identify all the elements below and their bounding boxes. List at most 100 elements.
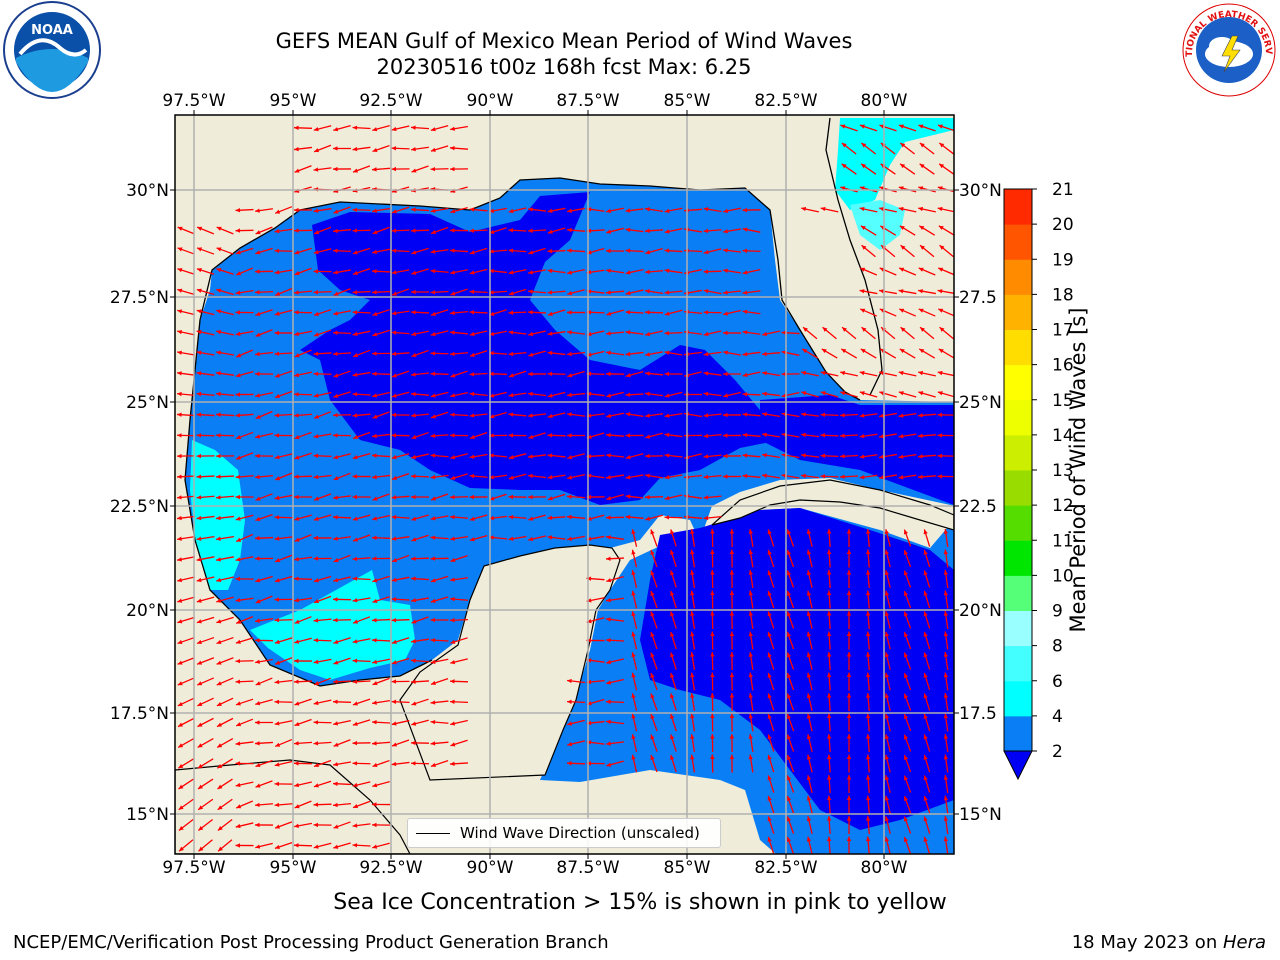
wind-arrow-head — [943, 590, 949, 596]
wind-arrow-head — [567, 330, 572, 335]
wind-arrow-head — [372, 351, 377, 356]
wind-arrow-head — [786, 673, 792, 678]
wind-arrow-head — [822, 327, 828, 332]
wind-arrow-head — [865, 549, 871, 555]
wind-arrow-head — [762, 351, 767, 357]
wind-arrow-head — [275, 660, 281, 665]
wind-arrow-head — [625, 310, 631, 315]
wind-arrow-head — [392, 742, 397, 747]
wind-arrow-head — [430, 598, 436, 603]
wind-arrow-head — [528, 207, 533, 212]
wind-arrow-head — [528, 289, 533, 294]
wind-arrow-head — [430, 433, 436, 438]
wind-arrow-head — [625, 455, 631, 460]
wind-arrow-head — [294, 250, 300, 255]
wind-arrow-head — [670, 713, 675, 719]
wind-arrow-head — [820, 391, 826, 396]
wind-arrow-head — [314, 230, 320, 235]
wind-arrow-head — [391, 721, 397, 726]
wind-arrow-head — [333, 617, 338, 623]
wind-arrow-head — [846, 590, 852, 596]
wind-arrow-head — [898, 124, 904, 129]
colorbar-tick-label: 21 — [1052, 180, 1074, 200]
wind-arrow-head — [664, 268, 670, 273]
wind-arrow-head — [469, 516, 475, 521]
wind-arrow-head — [690, 672, 695, 678]
wind-arrow-head — [547, 290, 553, 295]
wind-arrow-head — [664, 515, 670, 520]
wind-arrow-head — [333, 721, 339, 726]
wind-arrow-head — [450, 310, 455, 316]
wind-arrow-head — [900, 327, 906, 332]
wind-arrow-head — [703, 371, 709, 376]
wind-arrow-head — [333, 373, 339, 378]
wind-arrow-head — [372, 127, 378, 132]
wind-arrow-head — [333, 577, 339, 583]
wind-arrow-head — [255, 802, 260, 808]
wind-arrow-head — [606, 432, 611, 438]
wind-arrow-head — [943, 652, 949, 657]
region-4-6-campeche — [250, 570, 415, 680]
wind-arrow-head — [333, 248, 338, 253]
wind-arrow-head — [903, 693, 909, 699]
lat-tick-label-right: 22.5 — [959, 497, 997, 517]
region-lt2-caribbean — [640, 508, 954, 830]
wind-arrow-head — [294, 804, 300, 809]
wind-arrow-head — [430, 371, 436, 377]
wind-arrow-head — [177, 598, 183, 603]
svg-text:NOAA: NOAA — [31, 23, 73, 38]
wind-arrow-head — [255, 599, 261, 604]
wind-arrow-head — [690, 631, 695, 637]
wind-arrow-head — [294, 271, 300, 276]
wind-arrow-head — [567, 741, 573, 747]
wind-arrow-head — [865, 713, 871, 719]
wind-arrow-head — [294, 721, 300, 727]
wind-arrow-head — [177, 226, 183, 231]
wind-arrow-head — [411, 658, 416, 663]
wind-arrow-head — [840, 391, 846, 396]
wind-arrow-head — [625, 270, 631, 275]
wind-arrow-head — [742, 432, 748, 438]
wind-arrow-head — [313, 453, 319, 458]
wind-arrow-head — [664, 350, 670, 355]
wind-arrow-head — [216, 247, 222, 252]
wind-arrow-head — [625, 514, 631, 520]
wind-arrow-head — [923, 836, 928, 842]
wind-arrow-head — [314, 762, 319, 768]
wind-arrow-head — [865, 816, 871, 821]
lat-tick-label: 22.5°N — [110, 497, 169, 517]
wind-arrow-head — [255, 701, 261, 706]
wind-arrow-head — [352, 701, 358, 706]
lat-tick-label-right: 27.5 — [959, 288, 997, 308]
wind-arrow-head — [606, 331, 611, 336]
wind-arrow-head — [294, 823, 299, 828]
wind-arrow-head — [723, 311, 729, 316]
wind-arrow-head — [391, 455, 397, 460]
wind-arrow-head — [923, 549, 928, 555]
wind-arrow-head — [216, 268, 222, 273]
wind-arrow-head — [710, 570, 715, 575]
colorbar-segment — [1004, 470, 1032, 506]
wind-arrow-head — [411, 537, 417, 542]
wind-arrow-head — [729, 754, 735, 760]
wind-arrow-head — [411, 289, 416, 295]
wind-arrow-head — [430, 414, 436, 419]
wind-arrow-head — [918, 289, 923, 294]
wind-arrow-head — [846, 672, 852, 678]
wind-arrow-head — [645, 289, 650, 294]
wind-arrow-head — [352, 494, 358, 500]
wind-arrow-head — [372, 556, 377, 561]
wind-arrow-head — [333, 291, 339, 296]
wind-arrow-head — [274, 762, 280, 767]
wind-arrow-head — [430, 659, 436, 665]
colorbar-segment — [1004, 189, 1032, 225]
wind-arrow-head — [703, 228, 709, 234]
wind-arrow-head — [742, 309, 748, 315]
wind-arrow-head — [860, 267, 866, 272]
wind-arrow-head — [918, 391, 924, 396]
wind-arrow-head — [216, 350, 221, 355]
wind-arrow-head — [606, 268, 611, 274]
wind-arrow-head — [567, 373, 573, 378]
wind-arrow-head — [903, 550, 909, 556]
wind-arrow-head — [710, 549, 715, 555]
